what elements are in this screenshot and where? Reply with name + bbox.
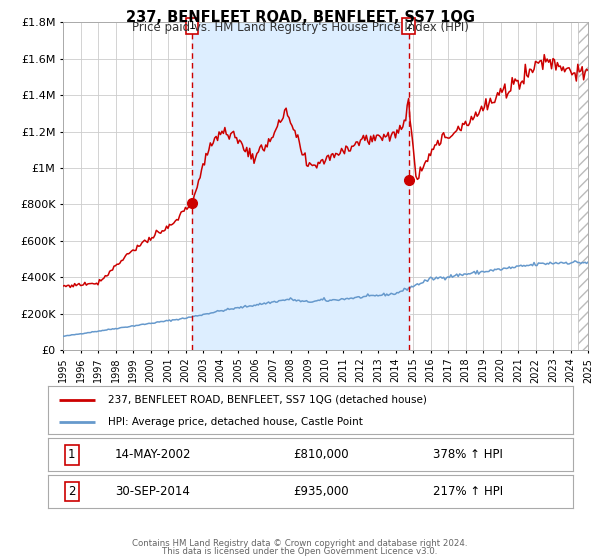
Text: 2: 2 xyxy=(405,21,412,31)
Text: 237, BENFLEET ROAD, BENFLEET, SS7 1QG (detached house): 237, BENFLEET ROAD, BENFLEET, SS7 1QG (d… xyxy=(109,395,427,405)
Bar xyxy=(578,22,588,350)
Text: Contains HM Land Registry data © Crown copyright and database right 2024.: Contains HM Land Registry data © Crown c… xyxy=(132,539,468,548)
Text: 237, BENFLEET ROAD, BENFLEET, SS7 1QG: 237, BENFLEET ROAD, BENFLEET, SS7 1QG xyxy=(125,10,475,25)
Text: Price paid vs. HM Land Registry's House Price Index (HPI): Price paid vs. HM Land Registry's House … xyxy=(131,21,469,34)
Text: 2: 2 xyxy=(68,485,76,498)
Bar xyxy=(192,22,409,350)
Text: 1: 1 xyxy=(188,21,196,31)
Text: HPI: Average price, detached house, Castle Point: HPI: Average price, detached house, Cast… xyxy=(109,417,363,427)
Text: 1: 1 xyxy=(68,448,76,461)
Text: 378% ↑ HPI: 378% ↑ HPI xyxy=(433,448,503,461)
Text: 14-MAY-2002: 14-MAY-2002 xyxy=(115,448,191,461)
Text: £935,000: £935,000 xyxy=(293,485,349,498)
Text: £810,000: £810,000 xyxy=(293,448,349,461)
Bar xyxy=(578,22,588,350)
Text: 217% ↑ HPI: 217% ↑ HPI xyxy=(433,485,503,498)
Text: 30-SEP-2014: 30-SEP-2014 xyxy=(116,485,190,498)
Text: This data is licensed under the Open Government Licence v3.0.: This data is licensed under the Open Gov… xyxy=(163,547,437,556)
